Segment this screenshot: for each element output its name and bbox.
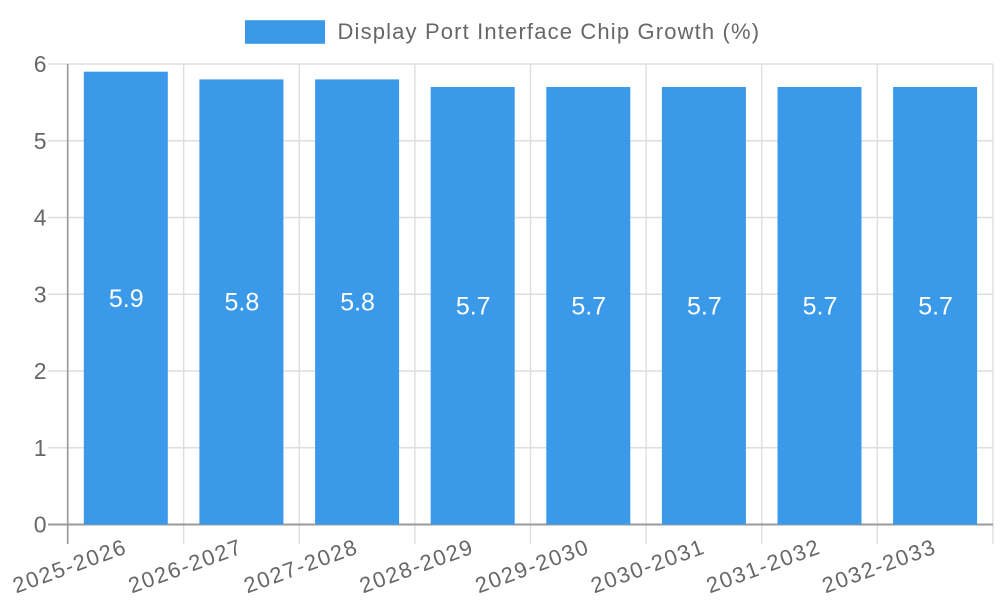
svg-text:5.8: 5.8 (340, 289, 375, 317)
svg-text:2026-2027: 2026-2027 (125, 534, 246, 598)
svg-text:5: 5 (34, 128, 47, 154)
svg-text:5.7: 5.7 (571, 293, 606, 321)
svg-text:2: 2 (34, 358, 47, 384)
svg-text:4: 4 (34, 205, 47, 231)
svg-text:5.9: 5.9 (109, 285, 144, 313)
svg-text:2030-2031: 2030-2031 (587, 534, 708, 598)
svg-text:5.8: 5.8 (225, 289, 260, 317)
svg-text:Display Port Interface Chip Gr: Display Port Interface Chip Growth (%) (338, 19, 761, 44)
svg-text:2025-2026: 2025-2026 (9, 534, 130, 598)
svg-text:1: 1 (34, 435, 47, 461)
svg-text:5.7: 5.7 (918, 293, 953, 321)
svg-text:2029-2030: 2029-2030 (472, 534, 593, 598)
svg-text:2027-2028: 2027-2028 (240, 534, 361, 598)
svg-text:5.7: 5.7 (687, 293, 722, 321)
svg-text:2032-2033: 2032-2033 (819, 534, 940, 598)
svg-text:2028-2029: 2028-2029 (356, 534, 477, 598)
svg-text:5.7: 5.7 (803, 293, 838, 321)
svg-text:6: 6 (34, 51, 47, 77)
svg-text:3: 3 (34, 281, 47, 307)
svg-text:2031-2032: 2031-2032 (703, 534, 824, 598)
svg-text:0: 0 (34, 512, 47, 538)
svg-text:5.7: 5.7 (456, 293, 491, 321)
